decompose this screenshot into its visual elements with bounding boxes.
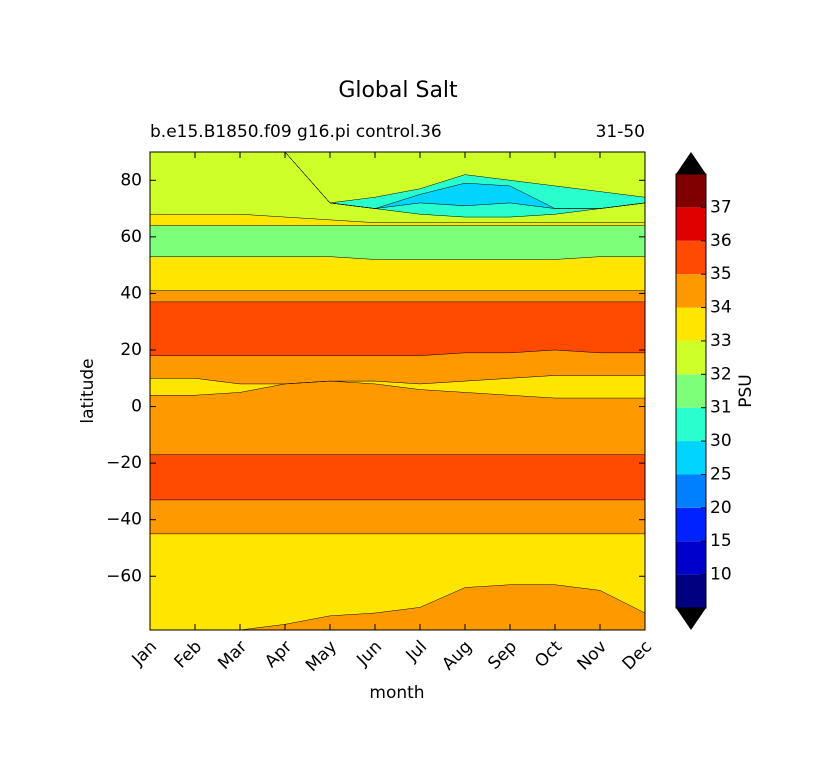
colorbar-tick-label: 32	[710, 364, 732, 384]
chart-title: Global Salt	[338, 78, 458, 103]
chart-subtitle: b.e15.B1850.f09 g16.pi control.36	[150, 122, 442, 142]
contour-fill	[149, 301, 646, 356]
x-tick-label: Feb	[171, 637, 206, 672]
colorbar-tick-label: 30	[710, 431, 732, 451]
x-tick-label: Jan	[128, 637, 161, 670]
y-tick-label: 80	[120, 170, 142, 190]
colorbar-swatch	[676, 174, 706, 208]
colorbar-tick-label: 33	[710, 331, 732, 351]
colorbar-tick-label: 31	[710, 398, 732, 418]
x-tick-label: Sep	[484, 637, 521, 674]
y-tick-label: −40	[106, 510, 142, 530]
colorbar-swatch	[676, 441, 706, 475]
plot-frame	[149, 151, 646, 631]
contour-line	[150, 375, 645, 385]
y-tick-label: 0	[131, 397, 142, 417]
x-tick-label: Apr	[261, 637, 296, 672]
colorbar-tick-label: 25	[710, 464, 732, 484]
colorbar-frame	[675, 173, 707, 609]
contour-fill	[149, 454, 646, 501]
contour-line	[150, 256, 645, 260]
y-tick-label: −60	[106, 566, 142, 586]
x-tick-label: May	[302, 637, 341, 676]
colorbar-swatch	[676, 374, 706, 408]
colorbar-tick-label: 35	[710, 264, 732, 284]
x-tick-label: Dec	[619, 637, 656, 674]
colorbar-swatch	[676, 474, 706, 508]
contour-fill	[149, 290, 646, 303]
colorbar-tick-label: 36	[710, 231, 732, 251]
colorbar-swatch	[676, 541, 706, 575]
contour-fill	[149, 225, 646, 260]
y-axis-label: latitude	[78, 358, 98, 423]
y-tick-label: −20	[106, 453, 142, 473]
colorbar-label: PSU	[736, 374, 756, 408]
chart-subtitle-right: 31-50	[596, 122, 645, 142]
colorbar-swatch	[676, 407, 706, 442]
colorbar-tick-label: 20	[710, 498, 732, 518]
contour-line	[150, 213, 645, 223]
y-tick-label: 20	[120, 340, 142, 360]
colorbar-swatch	[676, 240, 706, 275]
colorbar-swatch	[676, 507, 706, 542]
colorbar-swatch	[676, 207, 706, 241]
colorbar-swatch	[676, 307, 706, 341]
x-tick-label: Aug	[438, 637, 476, 675]
colorbar-swatch	[676, 340, 706, 375]
x-tick-label: Mar	[214, 637, 251, 674]
colorbar-swatch	[676, 274, 706, 308]
colorbar-tick-label: 15	[710, 531, 732, 551]
x-tick-label: Oct	[531, 637, 566, 672]
contour-fill	[149, 256, 646, 291]
x-axis-label: month	[369, 683, 424, 703]
colorbar-extend-bottom	[676, 608, 706, 630]
y-tick-label: 60	[120, 227, 142, 247]
colorbar-tick-label: 10	[710, 565, 732, 585]
colorbar-tick-label: 34	[710, 298, 732, 318]
x-tick-label: Jun	[352, 637, 386, 671]
contour-line	[150, 380, 645, 399]
x-tick-label: Nov	[573, 637, 611, 675]
x-tick-label: Jul	[402, 637, 431, 666]
contour-line	[150, 349, 645, 356]
colorbar-swatch	[676, 574, 706, 608]
y-tick-label: 40	[120, 283, 142, 303]
contour-fill	[149, 499, 646, 535]
colorbar-tick-label: 37	[710, 197, 732, 217]
colorbar-extend-top	[676, 152, 706, 174]
